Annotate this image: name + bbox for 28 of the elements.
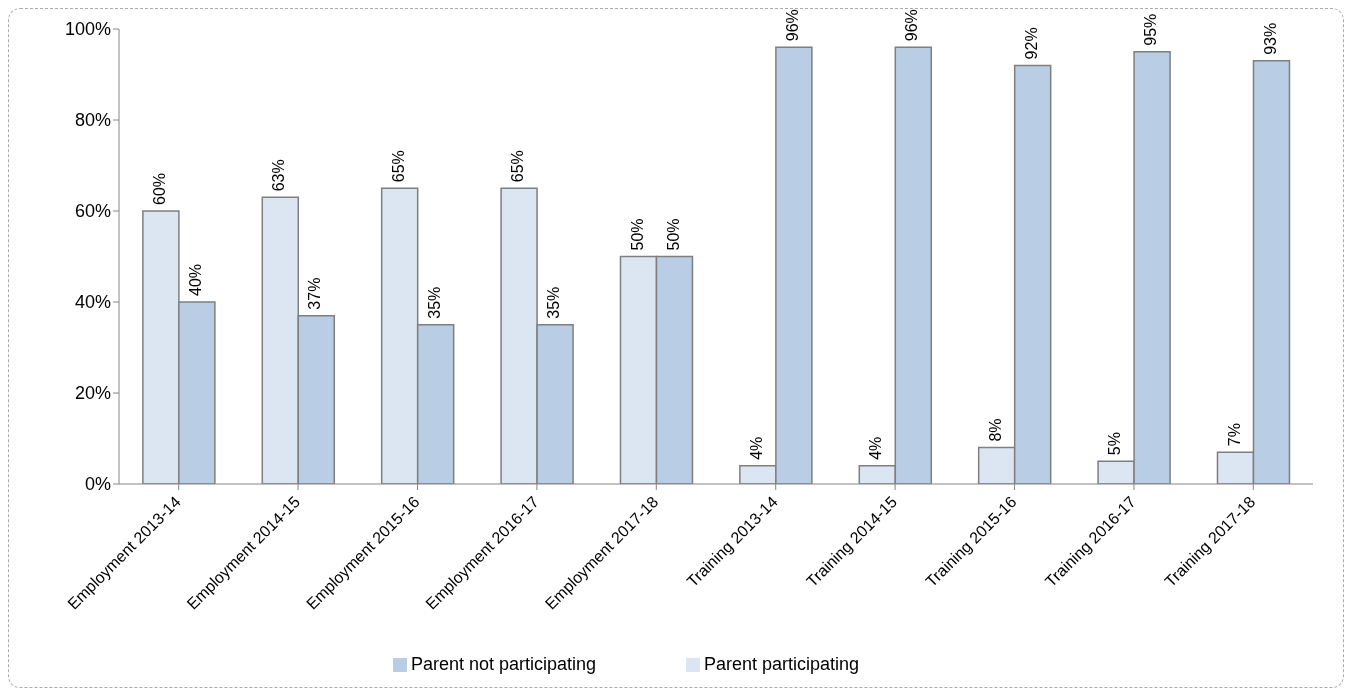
y-tick-label: 40% [74, 292, 111, 313]
data-label: 4% [867, 436, 885, 460]
data-label: 4% [748, 436, 766, 460]
data-label: 93% [1261, 22, 1279, 55]
data-label: 8% [986, 418, 1004, 442]
legend-label: Parent not participating [410, 654, 597, 674]
y-tick-label: 80% [74, 110, 111, 131]
data-label: 37% [306, 277, 324, 310]
data-label: 35% [545, 286, 563, 319]
data-label: 50% [628, 218, 646, 251]
y-tick-label: 20% [74, 383, 111, 404]
legend-label: Parent participating [704, 654, 860, 674]
data-label: 7% [1225, 423, 1243, 447]
data-label: 40% [187, 263, 205, 296]
y-tick-label: 100% [64, 19, 111, 40]
data-label: 65% [509, 150, 527, 183]
data-label: 96% [903, 9, 921, 42]
data-label: 5% [1106, 432, 1124, 456]
data-label: 96% [784, 9, 802, 42]
data-label: 95% [1142, 13, 1160, 46]
y-tick-label: 60% [74, 201, 111, 222]
data-label: 60% [151, 172, 169, 205]
data-label: 50% [664, 218, 682, 251]
data-label: 35% [425, 286, 443, 319]
data-label: 63% [270, 159, 288, 192]
data-label: 92% [1022, 27, 1040, 60]
y-tick-label: 0% [84, 474, 111, 495]
data-label: 65% [389, 150, 407, 183]
